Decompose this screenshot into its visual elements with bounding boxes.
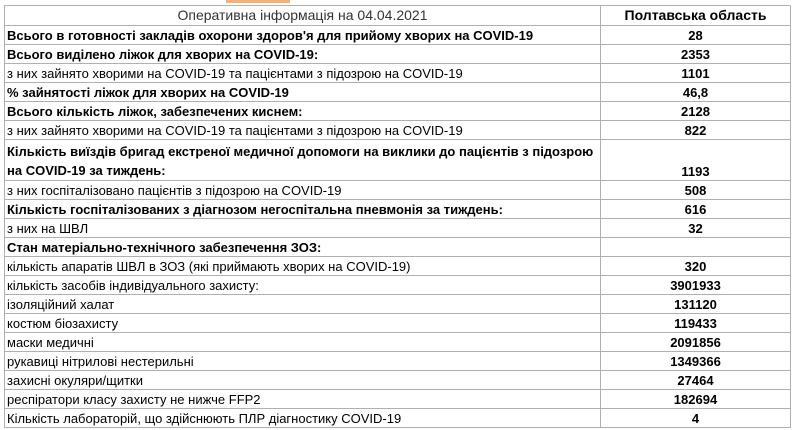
- row-value: 27464: [600, 370, 791, 390]
- table-row: Всього виділено ліжок для хворих на COVI…: [4, 44, 791, 64]
- row-label: ізоляційний халат: [4, 294, 601, 314]
- row-label: кількість апаратів ШВЛ в ЗОЗ (які прийма…: [4, 256, 601, 276]
- row-value: 182694: [600, 389, 791, 409]
- row-value: 320: [600, 256, 791, 276]
- table-row: захисні окуляри/щитки 27464: [4, 370, 791, 390]
- table-row: Кількість виїздів бригад екстреної медич…: [4, 139, 791, 181]
- row-value: 1349366: [600, 351, 791, 371]
- table-row: кількість апаратів ШВЛ в ЗОЗ (які прийма…: [4, 256, 791, 276]
- row-value: 2353: [600, 44, 791, 64]
- row-value: 119433: [600, 313, 791, 333]
- table-row: з них зайнято хворими на COVID-19 та пац…: [4, 120, 791, 140]
- row-value: 1193: [600, 139, 791, 181]
- row-label: з них зайнято хворими на COVID-19 та пац…: [4, 63, 601, 83]
- row-label: респіратори класу захисту не нижче FFP2: [4, 389, 601, 409]
- header-region: Полтавська область: [600, 5, 791, 26]
- row-value: 616: [600, 199, 791, 219]
- table-row: з них на ШВЛ 32: [4, 218, 791, 238]
- row-value: [600, 237, 791, 257]
- header-title: Оперативна інформація на 04.04.2021: [4, 5, 601, 26]
- row-label: % зайнятості ліжок для хворих на COVID-1…: [4, 82, 601, 102]
- table-header: Оперативна інформація на 04.04.2021 Полт…: [4, 5, 791, 26]
- row-label: костюм біозахисту: [4, 313, 601, 333]
- row-label: з них госпіталізовано пацієнтів з підозр…: [4, 180, 601, 200]
- row-label: кількість засобів індивідуального захист…: [4, 275, 601, 295]
- row-value: 1101: [600, 63, 791, 83]
- row-value: 3901933: [600, 275, 791, 295]
- table-row: маски медичні 2091856: [4, 332, 791, 352]
- table-row: респіратори класу захисту не нижче FFP2 1…: [4, 389, 791, 409]
- table-row: кількість засобів індивідуального захист…: [4, 275, 791, 295]
- table-row: Кількість лабораторій, що здійснюють ПЛР…: [4, 408, 791, 428]
- row-value: 28: [600, 25, 791, 45]
- row-label: з них зайнято хворими на COVID-19 та пац…: [4, 120, 601, 140]
- table-row: Стан матеріально-технічного забезпечення…: [4, 237, 791, 257]
- row-value: 822: [600, 120, 791, 140]
- row-label: маски медичні: [4, 332, 601, 352]
- row-label: Всього кількість ліжок, забезпечених кис…: [4, 101, 601, 121]
- row-label: Кількість виїздів бригад екстреної медич…: [4, 139, 601, 181]
- row-label: Всього виділено ліжок для хворих на COVI…: [4, 44, 601, 64]
- table-row: Кількість госпіталізованих з діагнозом н…: [4, 199, 791, 219]
- row-value: 131120: [600, 294, 791, 314]
- table-row: з них госпіталізовано пацієнтів з підозр…: [4, 180, 791, 200]
- table-row: Всього в готовності закладів охорони здо…: [4, 25, 791, 45]
- row-label: рукавиці нітрилові нестерильні: [4, 351, 601, 371]
- row-value: 32: [600, 218, 791, 238]
- row-label: Всього в готовності закладів охорони здо…: [4, 25, 601, 45]
- row-label: Кількість госпіталізованих з діагнозом н…: [4, 199, 601, 219]
- table-row: ізоляційний халат 131120: [4, 294, 791, 314]
- row-value: 2091856: [600, 332, 791, 352]
- table-row: рукавиці нітрилові нестерильні 1349366: [4, 351, 791, 371]
- row-label: Кількість лабораторій, що здійснюють ПЛР…: [4, 408, 601, 428]
- row-value: 46,8: [600, 82, 791, 102]
- table-row: % зайнятості ліжок для хворих на COVID-1…: [4, 82, 791, 102]
- covid-info-table: Оперативна інформація на 04.04.2021 Полт…: [4, 5, 791, 428]
- row-label: з них на ШВЛ: [4, 218, 601, 238]
- table-row: костюм біозахисту 119433: [4, 313, 791, 333]
- table-row: Всього кількість ліжок, забезпечених кис…: [4, 101, 791, 121]
- row-value: 2128: [600, 101, 791, 121]
- top-accent-bar: [226, 0, 290, 3]
- row-value: 508: [600, 180, 791, 200]
- row-label: Стан матеріально-технічного забезпечення…: [4, 237, 601, 257]
- table-row: з них зайнято хворими на COVID-19 та пац…: [4, 63, 791, 83]
- row-label: захисні окуляри/щитки: [4, 370, 601, 390]
- row-value: 4: [600, 408, 791, 428]
